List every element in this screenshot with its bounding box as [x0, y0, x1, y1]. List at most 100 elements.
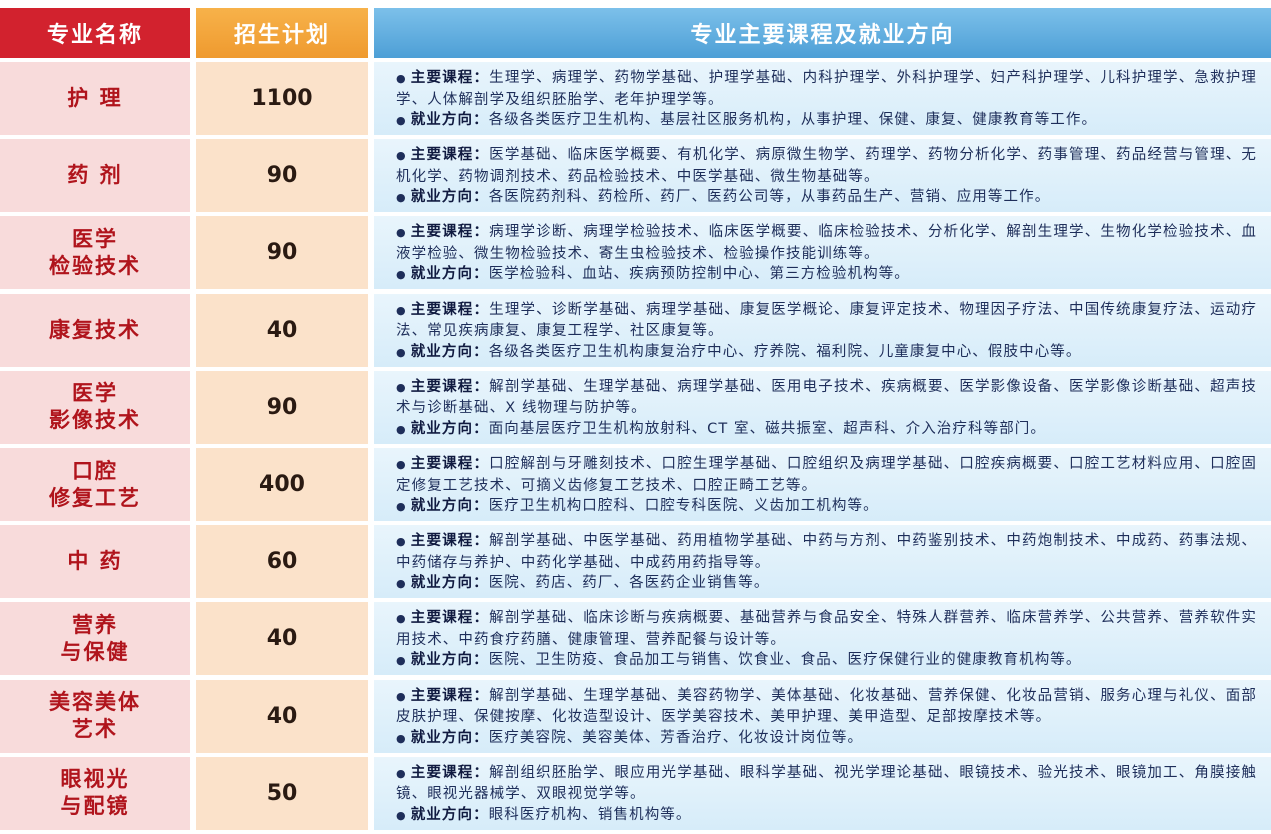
courses-text: 生理学、病理学、药物学基础、护理学基础、内科护理学、外科护理学、妇产科护理学、儿… — [396, 70, 1258, 108]
major-name-line: 检验技术 — [49, 253, 141, 278]
courses-label: 主要课程： — [410, 378, 490, 395]
jobs-label: 就业方向： — [410, 729, 489, 746]
courses-text: 解剖学基础、临床诊断与疾病概要、基础营养与食品安全、特殊人群营养、临床营养学、公… — [396, 610, 1258, 648]
jobs-label: 就业方向： — [410, 189, 489, 206]
jobs-line: ● 就业方向：眼科医疗机构、销售机构等。 — [396, 806, 692, 823]
courses-label: 主要课程： — [410, 764, 490, 781]
major-name-line: 中 药 — [67, 549, 123, 574]
major-name-line: 医学 — [72, 381, 118, 406]
jobs-text: 医疗美容院、美容美体、芳香治疗、化妆设计岗位等。 — [488, 729, 864, 746]
major-name-line: 医学 — [72, 226, 118, 251]
major-name-cell: 康复技术 — [0, 293, 190, 367]
plan-cell: 90 — [196, 370, 368, 444]
jobs-line: ● 就业方向：医院、药店、药厂、各医药企业销售等。 — [396, 575, 770, 592]
plan-number: 40 — [266, 317, 298, 343]
plan-number: 40 — [266, 703, 298, 729]
plan-number: 400 — [259, 472, 305, 497]
table-row: 康复技术 40 ● 主要课程：生理学、诊断学基础、病理学基础、康复医学概论、康复评定技… — [0, 293, 1271, 367]
jobs-text: 医院、卫生防疫、食品加工与销售、饮食业、食品、医疗保健行业的健康教育机构等。 — [488, 652, 1082, 669]
plan-cell: 40 — [196, 293, 368, 367]
jobs-text: 各级各类医疗卫生机构康复治疗中心、疗养院、福利院、儿童康复中心、假肢中心等。 — [488, 343, 1082, 360]
jobs-label: 就业方向： — [410, 420, 489, 437]
major-name-line: 护 理 — [67, 86, 123, 110]
table-row: 美容美体 艺术 40 ● 主要课程：解剖学基础、生理学基础、美容药物学、美体基础、化妆基… — [0, 679, 1271, 753]
jobs-label: 就业方向： — [410, 806, 489, 823]
details-cell: ● 主要课程：口腔解剖与牙雕刻技术、口腔生理学基础、口腔组织及病理学基础、口腔疾病… — [374, 448, 1271, 521]
jobs-line: ● 就业方向：医疗卫生机构口腔科、口腔专科医院、义齿加工机构等。 — [396, 498, 879, 514]
major-name-line: 康复技术 — [49, 317, 141, 342]
courses-label: 主要课程： — [410, 224, 490, 241]
jobs-label: 就业方向： — [410, 498, 489, 514]
jobs-line: ● 就业方向：医学检验科、血站、疾病预防控制中心、第三方检验机构等。 — [396, 266, 910, 283]
courses-line: ● 主要课程：解剖学基础、生理学基础、病理学基础、医用电子技术、疾病概要、医学影像… — [396, 378, 1258, 417]
jobs-text: 医疗卫生机构口腔科、口腔专科医院、义齿加工机构等。 — [488, 498, 879, 514]
courses-line: ● 主要课程：病理学诊断、病理学检验技术、临床医学概要、临床检验技术、分析化学、解… — [396, 224, 1258, 262]
courses-text: 医学基础、临床医学概要、有机化学、病原微生物学、药理学、药物分析化学、药事管理、… — [396, 147, 1258, 185]
major-name-cell: 营养 与保健 — [0, 602, 190, 676]
plan-cell: 1100 — [196, 62, 368, 135]
courses-line: ● 主要课程：解剖组织胚胎学、眼应用光学基础、眼科学基础、视光学理论基础、眼镜技术… — [396, 764, 1258, 803]
details-cell: ● 主要课程：医学基础、临床医学概要、有机化学、病原微生物学、药理学、药物分析化学… — [374, 139, 1271, 213]
plan-cell: 60 — [196, 525, 368, 599]
major-name-line: 与配镜 — [60, 794, 130, 819]
courses-label: 主要课程： — [410, 301, 490, 318]
jobs-label: 就业方向： — [410, 343, 489, 360]
header-cell: 专业名称 — [0, 8, 190, 58]
table-row: 中 药 60 ● 主要课程：解剖学基础、中医学基础、药用植物学基础、中药与方剂、中药鉴… — [0, 525, 1271, 599]
courses-label: 主要课程： — [410, 147, 490, 164]
table-row: 药 剂 90 ● 主要课程：医学基础、临床医学概要、有机化学、病原微生物学、药理学、药… — [0, 139, 1271, 213]
major-name-line: 眼视光 — [60, 767, 130, 792]
major-name-cell: 药 剂 — [0, 139, 190, 213]
major-name-cell: 医学 检验技术 — [0, 216, 190, 290]
jobs-line: ● 就业方向：各医院药剂科、药检所、药厂、医药公司等，从事药品生产、营销、应用等工… — [396, 189, 1051, 206]
courses-label: 主要课程： — [410, 687, 490, 704]
plan-number: 90 — [266, 394, 298, 420]
jobs-line: ● 就业方向：医院、卫生防疫、食品加工与销售、饮食业、食品、医疗保健行业的健康教育… — [396, 652, 1082, 669]
jobs-line: ● 就业方向：面向基层医疗卫生机构放射科、CT 室、磁共振室、超声科、介入治疗科等… — [396, 420, 1046, 437]
plan-number: 1100 — [251, 86, 313, 111]
jobs-label: 就业方向： — [410, 112, 489, 128]
jobs-text: 医院、药店、药厂、各医药企业销售等。 — [488, 575, 770, 592]
major-name-line: 药 剂 — [67, 163, 123, 188]
plan-number: 90 — [266, 163, 298, 189]
courses-text: 解剖学基础、生理学基础、病理学基础、医用电子技术、疾病概要、医学影像设备、医学影… — [396, 378, 1258, 417]
plan-number: 90 — [266, 240, 298, 266]
courses-text: 解剖组织胚胎学、眼应用光学基础、眼科学基础、视光学理论基础、眼镜技术、验光技术、… — [396, 764, 1258, 803]
header-cell: 招生计划 — [196, 8, 368, 58]
jobs-label: 就业方向： — [410, 575, 489, 592]
courses-text: 生理学、诊断学基础、病理学基础、康复医学概论、康复评定技术、物理因子疗法、中国传… — [396, 301, 1258, 340]
details-cell: ● 主要课程：解剖组织胚胎学、眼应用光学基础、眼科学基础、视光学理论基础、眼镜技术… — [374, 756, 1271, 830]
courses-line: ● 主要课程：生理学、诊断学基础、病理学基础、康复医学概论、康复评定技术、物理因子… — [396, 301, 1258, 340]
major-name-line: 与保健 — [60, 639, 130, 664]
table-row: 营养 与保健 40 ● 主要课程：解剖学基础、临床诊断与疾病概要、基础营养与食品安全、特… — [0, 602, 1271, 676]
courses-line: ● 主要课程：口腔解剖与牙雕刻技术、口腔生理学基础、口腔组织及病理学基础、口腔疾病… — [396, 456, 1258, 494]
plan-cell: 40 — [196, 679, 368, 753]
courses-text: 解剖学基础、中医学基础、药用植物学基础、中药与方剂、中药鉴别技术、中药炮制技术、… — [396, 533, 1258, 571]
courses-label: 主要课程： — [410, 533, 490, 550]
jobs-text: 面向基层医疗卫生机构放射科、CT 室、磁共振室、超声科、介入治疗科等部门。 — [488, 420, 1046, 437]
major-name-cell: 医学 影像技术 — [0, 370, 190, 444]
major-name-line: 修复工艺 — [49, 485, 141, 510]
plan-cell: 90 — [196, 139, 368, 213]
table-row: 眼视光 与配镜 50 ● 主要课程：解剖组织胚胎学、眼应用光学基础、眼科学基础、视光学理… — [0, 756, 1271, 830]
courses-label: 主要课程： — [410, 610, 490, 627]
jobs-line: ● 就业方向：医疗美容院、美容美体、芳香治疗、化妆设计岗位等。 — [396, 729, 864, 746]
courses-text: 病理学诊断、病理学检验技术、临床医学概要、临床检验技术、分析化学、解剖生理学、生… — [396, 224, 1258, 262]
jobs-text: 眼科医疗机构、销售机构等。 — [488, 806, 692, 823]
plan-cell: 50 — [196, 756, 368, 830]
details-cell: ● 主要课程：解剖学基础、生理学基础、病理学基础、医用电子技术、疾病概要、医学影像… — [374, 370, 1271, 444]
details-cell: ● 主要课程：病理学诊断、病理学检验技术、临床医学概要、临床检验技术、分析化学、解… — [374, 216, 1271, 290]
courses-line: ● 主要课程：解剖学基础、临床诊断与疾病概要、基础营养与食品安全、特殊人群营养、临… — [396, 610, 1258, 648]
jobs-line: ● 就业方向：各级各类医疗卫生机构康复治疗中心、疗养院、福利院、儿童康复中心、假肢… — [396, 343, 1082, 360]
plan-cell: 90 — [196, 216, 368, 290]
header-cell: 专业主要课程及就业方向 — [374, 8, 1271, 58]
major-name-cell: 眼视光 与配镜 — [0, 756, 190, 830]
major-name-line: 美容美体 — [49, 690, 141, 715]
jobs-text: 医学检验科、血站、疾病预防控制中心、第三方检验机构等。 — [488, 266, 910, 283]
courses-line: ● 主要课程：解剖学基础、生理学基础、美容药物学、美体基础、化妆基础、营养保健、化… — [396, 687, 1258, 726]
major-name-cell: 口腔 修复工艺 — [0, 448, 190, 521]
jobs-label: 就业方向： — [410, 652, 489, 669]
jobs-line: ● 就业方向：各级各类医疗卫生机构、基层社区服务机构，从事护理、保健、康复、健康教… — [396, 112, 1098, 128]
courses-line: ● 主要课程：医学基础、临床医学概要、有机化学、病原微生物学、药理学、药物分析化学… — [396, 147, 1258, 185]
major-name-line: 艺术 — [72, 717, 118, 742]
